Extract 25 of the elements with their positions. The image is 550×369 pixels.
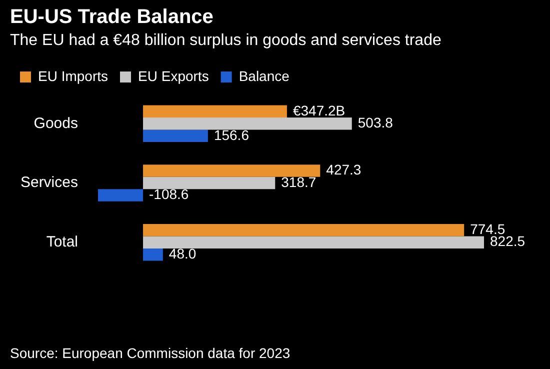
bar (143, 248, 163, 261)
y-tick-label: Total (46, 233, 78, 250)
data-label: -108.6 (149, 186, 189, 202)
bar (98, 189, 144, 202)
bar (143, 130, 208, 142)
legend-label: Balance (238, 68, 290, 84)
data-label: 48.0 (168, 245, 196, 262)
legend-label: EU Imports (38, 68, 108, 84)
bar (143, 236, 484, 248)
bar (143, 224, 464, 236)
bar (143, 105, 287, 118)
source-note: Source: European Commission data for 2023 (10, 345, 290, 361)
data-label: 503.8 (358, 114, 394, 131)
y-tick-label: Goods (34, 114, 78, 132)
data-label: 427.3 (326, 162, 362, 178)
y-tick-label: Services (20, 174, 78, 192)
data-label: 318.7 (281, 174, 316, 190)
bar (143, 176, 276, 190)
chart-subtitle: The EU had a €48 billion surplus in goods and services trade (10, 32, 442, 50)
chart-title: EU-US Trade Balance (10, 6, 214, 29)
bar (143, 118, 352, 130)
data-label: 156.6 (214, 126, 250, 143)
data-label: €347.2B (292, 102, 346, 118)
bar (143, 164, 320, 177)
legend-label: EU Exports (138, 68, 209, 84)
